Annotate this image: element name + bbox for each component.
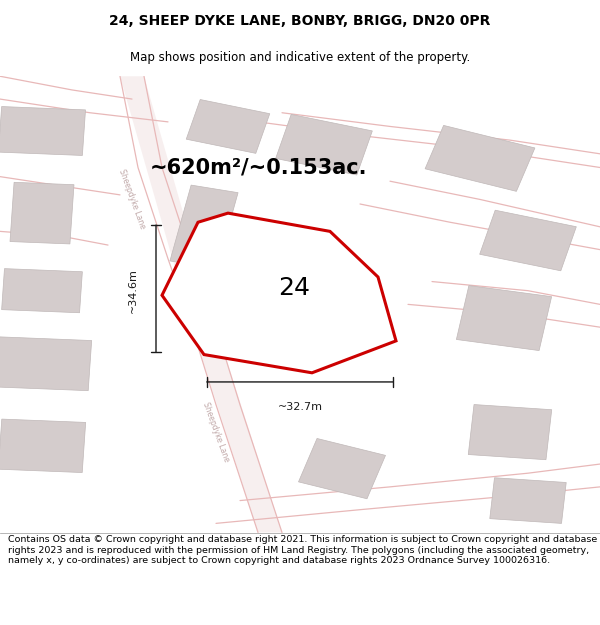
Text: Sheepdyke Lane: Sheepdyke Lane [117,168,147,231]
Polygon shape [0,106,86,156]
Polygon shape [120,76,216,328]
Polygon shape [275,114,373,175]
Text: ~32.7m: ~32.7m [277,402,323,412]
Text: ~620m²/~0.153ac.: ~620m²/~0.153ac. [149,158,367,177]
Polygon shape [457,286,551,351]
Polygon shape [479,210,577,271]
Polygon shape [425,126,535,191]
Text: Map shows position and indicative extent of the property.: Map shows position and indicative extent… [130,51,470,64]
Polygon shape [170,185,238,269]
Polygon shape [2,269,82,312]
Polygon shape [468,404,552,460]
Polygon shape [186,99,270,153]
Text: Sheepdyke Lane: Sheepdyke Lane [201,401,231,463]
Text: Contains OS data © Crown copyright and database right 2021. This information is : Contains OS data © Crown copyright and d… [8,535,597,565]
Text: 24, SHEEP DYKE LANE, BONBY, BRIGG, DN20 0PR: 24, SHEEP DYKE LANE, BONBY, BRIGG, DN20 … [109,14,491,28]
Polygon shape [298,439,386,499]
Polygon shape [0,337,92,391]
Text: 24: 24 [278,276,310,301]
Polygon shape [490,478,566,523]
Polygon shape [162,213,396,372]
Text: ~34.6m: ~34.6m [128,268,138,313]
Polygon shape [192,328,282,532]
Polygon shape [0,419,86,472]
Polygon shape [10,182,74,244]
